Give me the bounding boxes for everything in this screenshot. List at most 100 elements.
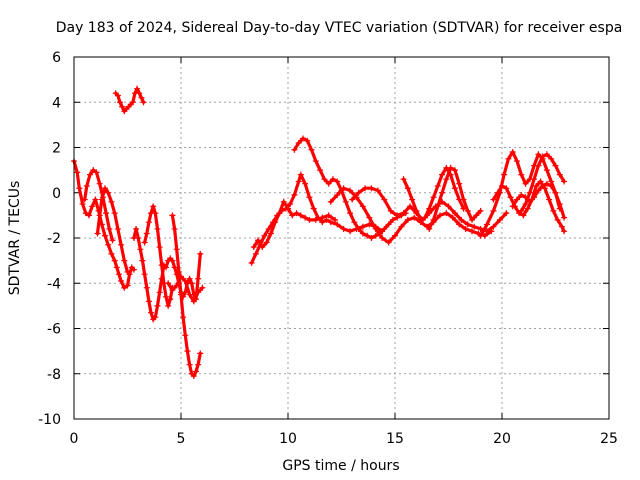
data-point-marker [178, 273, 184, 280]
data-point-marker [400, 176, 407, 183]
data-point-marker [94, 230, 101, 237]
data-point-marker [93, 169, 100, 176]
data-point-marker [503, 185, 510, 192]
data-point-marker [195, 361, 202, 368]
data-point-marker [332, 216, 339, 223]
data-point-marker [195, 289, 202, 296]
data-point-marker [188, 280, 195, 287]
series-track-b [81, 167, 116, 244]
data-point-marker [546, 196, 553, 203]
y-tick-label: -8 [47, 367, 61, 383]
data-point-marker [135, 235, 142, 241]
data-point-marker [192, 368, 199, 375]
data-point-marker [169, 287, 176, 294]
data-point-marker [90, 167, 97, 174]
data-point-marker [138, 94, 145, 101]
data-point-marker [456, 180, 463, 187]
data-point-marker [118, 241, 125, 248]
data-point-marker [325, 212, 332, 219]
data-point-marker [150, 203, 157, 210]
data-point-marker [445, 203, 452, 210]
data-point-marker [165, 280, 172, 287]
data-point-marker [280, 198, 287, 205]
data-point-marker [430, 194, 437, 201]
data-point-marker [115, 271, 122, 278]
y-tick-label: -10 [38, 412, 61, 428]
data-point-marker [117, 99, 124, 106]
data-point-marker [186, 275, 193, 282]
data-point-marker [96, 212, 103, 219]
data-point-marker [106, 225, 113, 232]
data-point-marker [342, 198, 349, 205]
data-point-marker [379, 235, 386, 241]
series-track-h [169, 212, 204, 380]
data-point-marker [550, 207, 557, 214]
data-point-marker [518, 171, 525, 178]
data-point-marker [387, 207, 394, 214]
data-point-marker [359, 203, 366, 210]
data-point-marker [129, 99, 136, 106]
data-point-marker [362, 185, 369, 192]
data-point-marker [169, 212, 176, 219]
series-line [479, 150, 562, 238]
data-point-marker [543, 151, 550, 158]
data-point-marker [265, 225, 272, 232]
data-point-marker [372, 232, 379, 239]
data-point-marker [121, 257, 128, 264]
data-point-marker [561, 228, 568, 235]
data-point-marker [124, 268, 131, 275]
data-point-marker [366, 214, 373, 221]
data-point-marker [471, 223, 478, 230]
series-line [252, 200, 337, 249]
data-point-marker [173, 246, 180, 253]
data-point-marker [349, 196, 356, 203]
data-point-marker [124, 282, 131, 289]
series-track-a [71, 158, 137, 291]
data-point-marker [518, 192, 525, 199]
data-point-marker [409, 196, 416, 203]
series-track-e [130, 225, 167, 323]
data-point-marker [111, 210, 118, 217]
y-tick-label: 0 [52, 186, 61, 202]
data-point-marker [347, 228, 354, 235]
data-point-marker [526, 189, 533, 196]
data-point-marker [430, 216, 437, 223]
data-point-marker [102, 185, 109, 192]
y-axis-title: SDTVAR / TECUs [7, 181, 23, 296]
y-tick-label: -2 [47, 231, 61, 247]
data-point-marker [317, 167, 324, 174]
data-point-marker [103, 210, 110, 217]
data-point-marker [552, 162, 559, 169]
data-point-marker [323, 216, 330, 223]
data-point-marker [178, 291, 184, 298]
data-point-marker [398, 223, 405, 230]
data-point-marker [443, 176, 450, 183]
series-track-k [250, 198, 339, 251]
data-point-marker [272, 219, 279, 226]
data-point-marker [114, 92, 121, 99]
plot-frame [73, 56, 610, 420]
data-point-marker [347, 187, 354, 194]
data-point-marker [140, 99, 147, 106]
y-tick-label: -6 [47, 322, 61, 338]
data-point-marker [173, 282, 180, 289]
x-tick-label: 5 [177, 431, 186, 447]
data-point-marker [89, 203, 96, 210]
data-point-marker [312, 158, 319, 165]
data-point-marker [381, 196, 388, 203]
data-point-marker [539, 182, 546, 189]
data-point-marker [145, 298, 152, 305]
data-point-marker [531, 194, 538, 201]
data-point-marker [543, 167, 550, 174]
data-point-marker [165, 302, 172, 309]
data-point-marker [156, 244, 163, 251]
data-point-marker [359, 230, 366, 237]
x-tick-label: 25 [600, 431, 618, 447]
data-point-marker [81, 196, 88, 203]
data-point-marker [85, 212, 92, 219]
data-point-marker [295, 139, 302, 146]
data-point-marker [477, 207, 484, 214]
data-point-marker [535, 187, 542, 194]
data-point-marker [306, 194, 313, 201]
